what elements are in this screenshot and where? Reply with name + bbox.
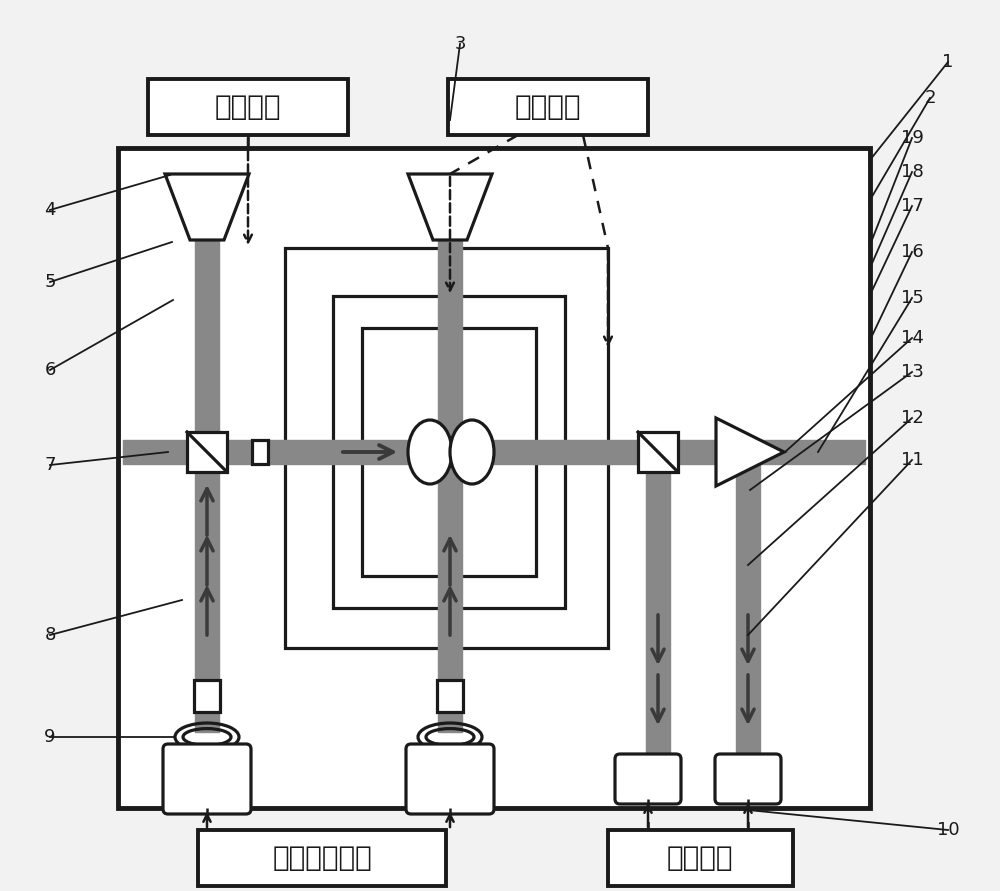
Bar xyxy=(198,830,446,886)
Text: 信号解调: 信号解调 xyxy=(667,844,733,872)
Bar xyxy=(333,296,565,608)
Ellipse shape xyxy=(450,420,494,484)
FancyBboxPatch shape xyxy=(163,744,251,814)
Text: 17: 17 xyxy=(901,197,923,215)
Polygon shape xyxy=(165,174,249,240)
Text: 11: 11 xyxy=(901,451,923,469)
Text: 5: 5 xyxy=(44,273,56,291)
Text: 激光驱动电源: 激光驱动电源 xyxy=(272,844,372,872)
Text: 16: 16 xyxy=(901,243,923,261)
Text: 2: 2 xyxy=(924,89,936,107)
Text: 7: 7 xyxy=(44,456,56,474)
Text: 18: 18 xyxy=(901,163,923,181)
Text: 10: 10 xyxy=(937,821,959,839)
Text: 13: 13 xyxy=(901,363,923,381)
Text: 19: 19 xyxy=(901,129,923,147)
Text: 8: 8 xyxy=(44,626,56,644)
Ellipse shape xyxy=(408,420,452,484)
Text: 9: 9 xyxy=(44,728,56,746)
FancyBboxPatch shape xyxy=(406,744,494,814)
Text: 温度控制: 温度控制 xyxy=(215,93,281,121)
Bar xyxy=(148,79,348,135)
Bar xyxy=(118,148,870,808)
Text: 1: 1 xyxy=(942,53,954,71)
Text: 4: 4 xyxy=(44,201,56,219)
Text: 12: 12 xyxy=(901,409,923,427)
Polygon shape xyxy=(408,174,492,240)
Bar xyxy=(437,680,463,712)
Bar xyxy=(362,328,536,576)
Bar xyxy=(252,440,268,464)
Polygon shape xyxy=(716,418,784,486)
Text: 14: 14 xyxy=(901,329,923,347)
Bar xyxy=(608,830,792,886)
Text: 磁场驱动: 磁场驱动 xyxy=(515,93,581,121)
Bar xyxy=(638,432,678,472)
Bar xyxy=(285,248,608,648)
Text: 3: 3 xyxy=(454,35,466,53)
FancyBboxPatch shape xyxy=(615,754,681,804)
Bar xyxy=(187,432,227,472)
FancyBboxPatch shape xyxy=(715,754,781,804)
Bar xyxy=(448,79,648,135)
Bar xyxy=(194,680,220,712)
Text: 15: 15 xyxy=(901,289,923,307)
Text: 6: 6 xyxy=(44,361,56,379)
